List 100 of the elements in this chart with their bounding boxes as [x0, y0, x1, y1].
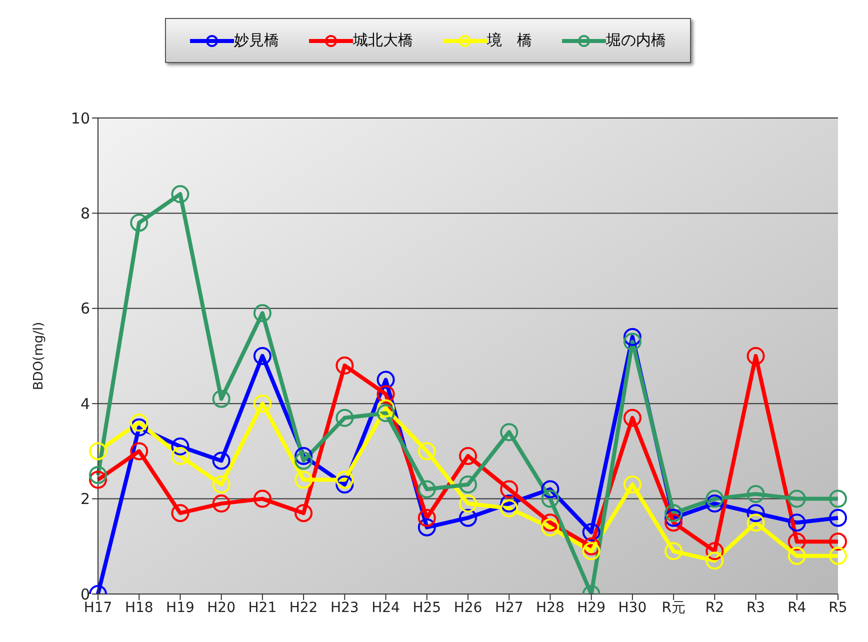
point	[623, 328, 642, 346]
point	[788, 490, 806, 508]
x-tick-label: R3	[746, 600, 766, 616]
point	[336, 356, 354, 375]
point	[829, 490, 847, 508]
point	[171, 446, 190, 465]
x-tick-label: H18	[124, 600, 154, 616]
point	[336, 476, 354, 494]
point	[706, 552, 724, 570]
point	[130, 414, 148, 432]
point	[500, 499, 518, 518]
point	[459, 494, 477, 513]
point	[582, 523, 600, 542]
point	[623, 332, 642, 351]
point	[541, 480, 560, 498]
point	[418, 508, 436, 527]
point	[336, 470, 354, 489]
point	[294, 446, 313, 465]
point	[376, 370, 395, 389]
point	[376, 399, 395, 418]
point	[500, 480, 518, 498]
x-tick-label: H19	[166, 600, 194, 616]
point	[706, 542, 724, 560]
x-tick-label: H20	[207, 600, 236, 616]
point	[336, 408, 354, 427]
y-axis-title: BDO(mg/l)	[32, 322, 47, 390]
point	[130, 418, 148, 436]
point	[788, 514, 806, 532]
x-tick-label: H29	[577, 600, 606, 616]
point	[459, 508, 477, 527]
y-tick-label: 10	[70, 109, 90, 128]
point	[418, 518, 436, 536]
x-tick-label: H25	[412, 600, 442, 616]
point	[541, 514, 560, 532]
point	[89, 442, 107, 460]
x-tick-label: H22	[289, 600, 318, 616]
x-tick-label: H27	[494, 600, 524, 616]
x-tick-label: H26	[454, 600, 482, 616]
y-tick-label: 4	[80, 394, 90, 413]
point	[294, 470, 313, 489]
point	[212, 452, 230, 470]
point	[746, 504, 765, 522]
x-tick-label: H30	[618, 600, 647, 616]
y-tick-label: 2	[80, 490, 90, 508]
legend-label: 妙見橋	[234, 31, 279, 50]
point	[212, 494, 230, 513]
point	[376, 385, 395, 404]
point	[459, 446, 477, 465]
point	[294, 452, 313, 470]
y-tick-label: 8	[80, 204, 90, 223]
point	[664, 514, 683, 532]
x-tick-label: H24	[372, 600, 400, 616]
point	[212, 390, 230, 408]
point	[788, 546, 806, 565]
x-tick-label: H28	[536, 600, 564, 616]
point	[89, 470, 107, 489]
point	[253, 347, 272, 365]
point	[130, 214, 148, 232]
point	[418, 442, 436, 460]
point	[541, 518, 560, 536]
point	[500, 423, 518, 442]
x-tick-label: R元	[662, 600, 686, 616]
point	[706, 490, 724, 508]
point	[171, 504, 190, 522]
legend-label: 堀の内橋	[606, 31, 666, 50]
point	[664, 508, 683, 527]
y-tick-label: 6	[80, 300, 90, 318]
point	[623, 476, 642, 494]
point	[706, 494, 724, 513]
point	[130, 442, 148, 460]
point	[253, 394, 272, 413]
x-tick-label: R4	[788, 600, 806, 616]
point	[829, 508, 847, 527]
point	[746, 514, 765, 532]
point	[89, 466, 107, 484]
point	[582, 542, 600, 560]
point	[376, 404, 395, 422]
point	[253, 304, 272, 322]
point	[500, 494, 518, 513]
legend-label: 境 橋	[487, 31, 532, 50]
point	[788, 532, 806, 551]
point	[746, 485, 765, 504]
x-tick-label: R2	[705, 600, 724, 616]
point	[212, 476, 230, 494]
point	[418, 480, 436, 498]
point	[582, 537, 600, 556]
point	[253, 490, 272, 508]
point	[829, 532, 847, 551]
point	[746, 347, 765, 365]
point	[459, 476, 477, 494]
point	[171, 185, 190, 204]
point	[664, 542, 683, 560]
point	[829, 546, 847, 565]
point	[294, 504, 313, 522]
x-tick-label: H21	[248, 600, 277, 616]
x-tick-label: H23	[330, 600, 359, 616]
legend-label: 城北大橋	[353, 31, 413, 50]
point	[623, 408, 642, 427]
x-tick-label: H17	[84, 600, 112, 616]
point	[541, 490, 560, 508]
